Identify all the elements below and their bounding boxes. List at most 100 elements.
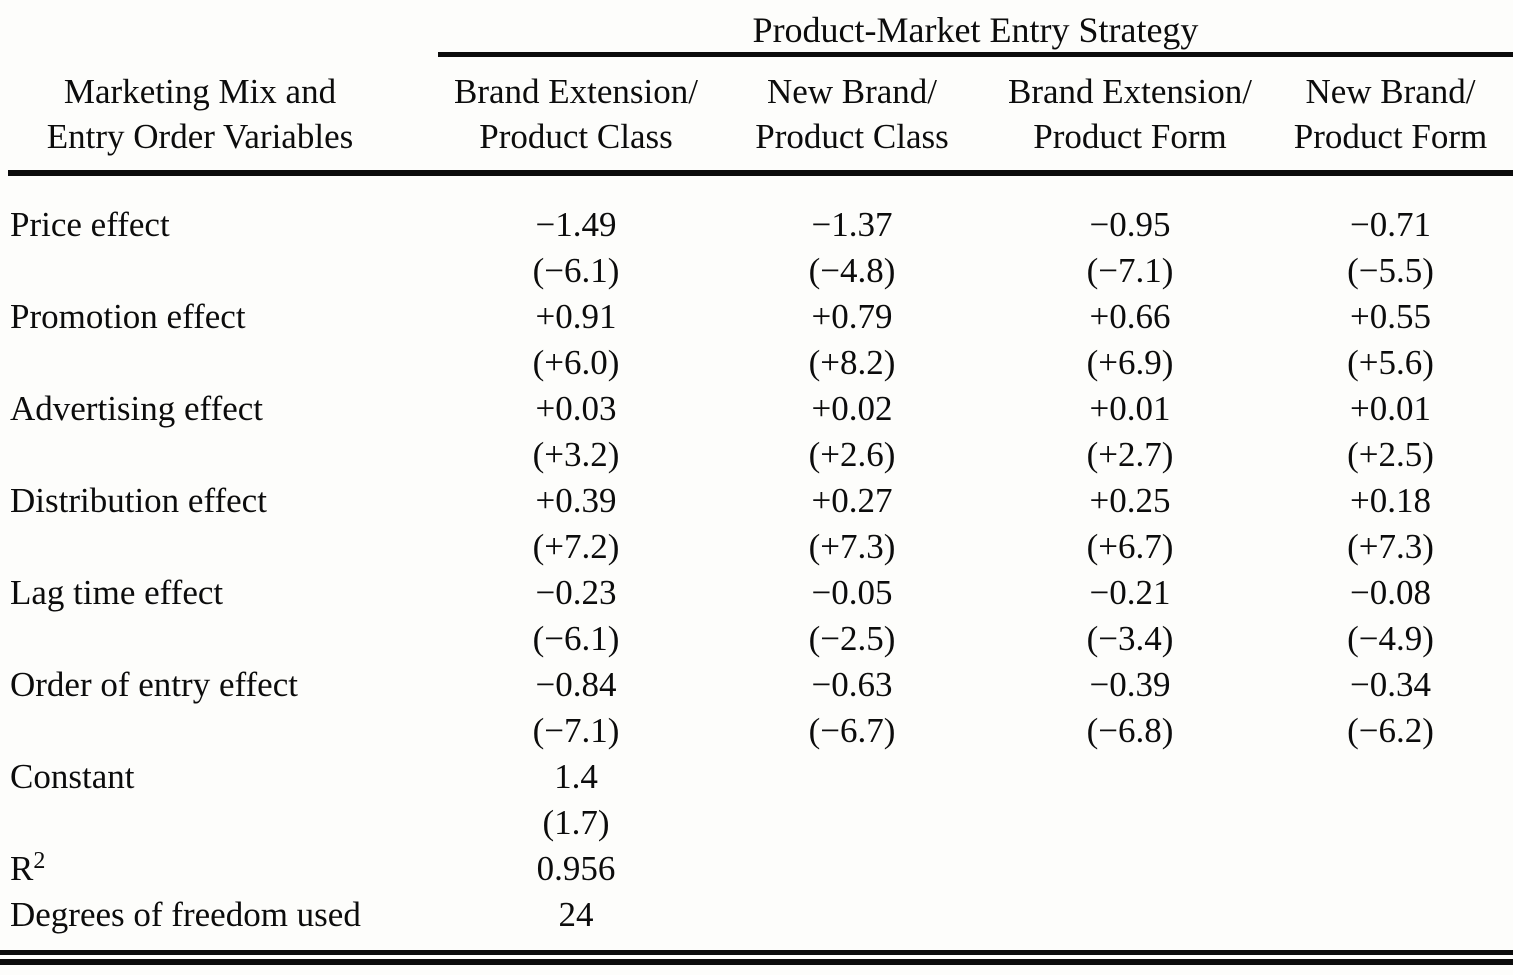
stub-header-line2: Entry Order Variables	[46, 117, 354, 156]
bottom-rule-bottom	[0, 959, 1513, 965]
column-header-line2: Product Form	[1293, 117, 1488, 156]
coef-cell: +0.02	[811, 389, 893, 428]
row-label-spacer	[0, 524, 440, 570]
table-row-price-effect: Price effect −1.49 −1.37 −0.95 −0.71	[0, 202, 1513, 248]
coef-cell: −0.71	[1350, 205, 1431, 244]
table-row-constant-tvalues: (1.7)	[0, 800, 1513, 846]
empty-cell	[992, 892, 1268, 938]
t-value-cell: (−6.7)	[808, 711, 896, 750]
row-label-spacer	[0, 248, 440, 294]
coef-cell: +0.79	[811, 297, 893, 336]
coef-cell: +0.39	[535, 481, 617, 520]
coef-cell: +0.66	[1089, 297, 1171, 336]
column-header-line2: Product Form	[1033, 117, 1227, 156]
coef-cell: +0.25	[1089, 481, 1171, 520]
t-value-cell: (−6.2)	[1347, 711, 1434, 750]
t-value-cell: (+8.2)	[808, 343, 896, 382]
row-label-spacer	[0, 708, 440, 754]
coef-cell: −0.08	[1350, 573, 1431, 612]
table-row-lag-time-effect: Lag time effect −0.23 −0.05 −0.21 −0.08	[0, 570, 1513, 616]
table-row-degrees-of-freedom: Degrees of freedom used 24	[0, 892, 1513, 938]
empty-cell	[712, 754, 992, 800]
table-row-advertising-effect: Advertising effect +0.03 +0.02 +0.01 +0.…	[0, 386, 1513, 432]
t-value-cell: (−7.1)	[1086, 251, 1174, 290]
t-value-cell: (+7.3)	[1347, 527, 1434, 566]
t-value-cell: (+5.6)	[1347, 343, 1434, 382]
t-value-cell: (−6.1)	[532, 251, 620, 290]
t-value-cell: (−4.9)	[1347, 619, 1434, 658]
column-header-line1: New Brand/	[766, 72, 938, 111]
table-row-price-effect-tvalues: (−6.1) (−4.8) (−7.1) (−5.5)	[0, 248, 1513, 294]
t-value-cell: (−6.8)	[1086, 711, 1174, 750]
t-value-cell: (+2.6)	[808, 435, 896, 474]
table-row-distribution-effect-tvalues: (+7.2) (+7.3) (+6.7) (+7.3)	[0, 524, 1513, 570]
column-header-new-brand-product-class: New Brand/ Product Class	[712, 69, 992, 159]
r-squared-base: R	[10, 849, 34, 888]
coef-cell: −0.21	[1089, 573, 1171, 612]
table-row-advertising-effect-tvalues: (+3.2) (+2.6) (+2.7) (+2.5)	[0, 432, 1513, 478]
row-label: Lag time effect	[10, 573, 224, 612]
table-row-order-of-entry-effect: Order of entry effect −0.84 −0.63 −0.39 …	[0, 662, 1513, 708]
spanner-rule	[438, 52, 1513, 57]
coef-cell: +0.01	[1350, 389, 1431, 428]
t-value-cell: (+6.0)	[532, 343, 620, 382]
t-value-cell: (−5.5)	[1347, 251, 1434, 290]
t-value-cell: (+7.3)	[808, 527, 896, 566]
coef-cell: −0.23	[535, 573, 617, 612]
t-value-cell: (−6.1)	[532, 619, 620, 658]
coef-cell: −0.34	[1350, 665, 1431, 704]
empty-cell	[1268, 754, 1513, 800]
t-value-cell: (−3.4)	[1086, 619, 1174, 658]
table-row-distribution-effect: Distribution effect +0.39 +0.27 +0.25 +0…	[0, 478, 1513, 524]
column-header-line2: Product Class	[479, 117, 673, 156]
t-value-cell: (1.7)	[542, 803, 610, 842]
empty-cell	[992, 846, 1268, 892]
empty-cell	[1268, 892, 1513, 938]
column-header-line2: Product Class	[755, 117, 949, 156]
row-label-spacer	[0, 616, 440, 662]
coef-cell: 0.956	[536, 849, 616, 888]
table-row-constant: Constant 1.4	[0, 754, 1513, 800]
column-header-new-brand-product-form: New Brand/ Product Form	[1268, 69, 1513, 159]
empty-cell	[712, 892, 992, 938]
t-value-cell: (+6.9)	[1086, 343, 1174, 382]
coef-cell: +0.01	[1089, 389, 1171, 428]
column-header-line1: Brand Extension/	[1008, 72, 1252, 111]
t-value-cell: (+3.2)	[532, 435, 620, 474]
header-rule	[8, 170, 1513, 176]
coef-cell: −1.37	[811, 205, 893, 244]
row-label: Degrees of freedom used	[10, 895, 361, 934]
empty-cell	[712, 846, 992, 892]
table-row-r-squared: R2 0.956	[0, 846, 1513, 892]
table-bottom-double-rule	[0, 950, 1513, 965]
empty-cell	[1268, 846, 1513, 892]
row-label: Distribution effect	[10, 481, 267, 520]
coef-cell: 1.4	[554, 757, 598, 796]
t-value-cell: (−7.1)	[532, 711, 620, 750]
table-row-order-of-entry-effect-tvalues: (−7.1) (−6.7) (−6.8) (−6.2)	[0, 708, 1513, 754]
t-value-cell: (+2.5)	[1347, 435, 1434, 474]
coef-cell: −0.39	[1089, 665, 1171, 704]
coef-cell: −0.95	[1089, 205, 1171, 244]
empty-cell	[1268, 800, 1513, 846]
row-label: R2	[0, 846, 440, 892]
t-value-cell: (+2.7)	[1086, 435, 1174, 474]
table-body: Price effect −1.49 −1.37 −0.95 −0.71 (−6…	[0, 202, 1513, 938]
coef-cell: +0.18	[1350, 481, 1431, 520]
coef-cell: 24	[558, 895, 594, 934]
coef-cell: −0.05	[811, 573, 893, 612]
coef-cell: +0.55	[1350, 297, 1431, 336]
column-header-line1: Brand Extension/	[454, 72, 698, 111]
table-row-promotion-effect-tvalues: (+6.0) (+8.2) (+6.9) (+5.6)	[0, 340, 1513, 386]
row-label: Advertising effect	[10, 389, 264, 428]
row-label: Order of entry effect	[10, 665, 298, 704]
table-row-lag-time-effect-tvalues: (−6.1) (−2.5) (−3.4) (−4.9)	[0, 616, 1513, 662]
coef-cell: +0.27	[811, 481, 893, 520]
coef-cell: −1.49	[535, 205, 617, 244]
coef-cell: −0.63	[811, 665, 893, 704]
t-value-cell: (+6.7)	[1086, 527, 1174, 566]
table-row-promotion-effect: Promotion effect +0.91 +0.79 +0.66 +0.55	[0, 294, 1513, 340]
table-spanner-title: Product-Market Entry Strategy	[752, 10, 1199, 50]
t-value-cell: (−2.5)	[808, 619, 896, 658]
coef-cell: −0.84	[535, 665, 617, 704]
